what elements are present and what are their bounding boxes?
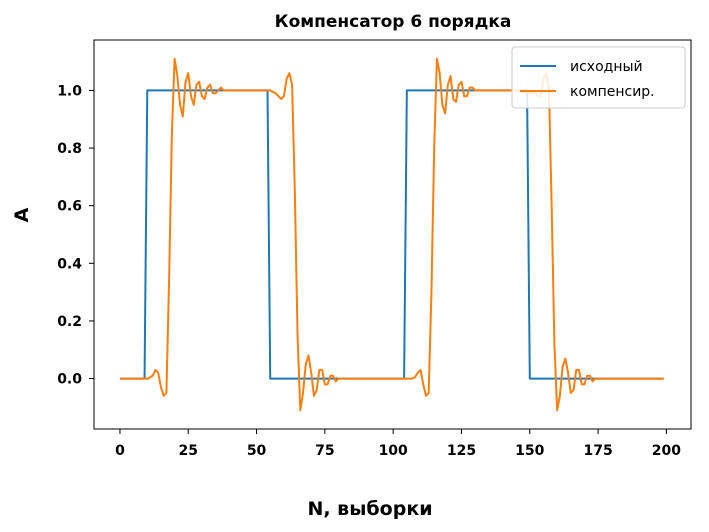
legend: исходный компенсир.: [511, 46, 686, 109]
x-tick-label: 100: [379, 443, 408, 459]
series-line-1: [119, 57, 664, 412]
legend-box: [511, 46, 686, 109]
x-tick-label: 125: [447, 443, 476, 459]
x-axis-ticks: 0 25 50 75 100 125 150 175 200: [115, 429, 681, 459]
legend-label-original: исходный: [570, 59, 643, 75]
series-line-0: [119, 89, 664, 380]
x-tick-label: 75: [315, 443, 334, 459]
chart-title: Компенсатор 6 порядка: [275, 12, 512, 32]
y-tick-label: 0.6: [57, 199, 82, 215]
y-tick-label: 0.4: [57, 256, 82, 272]
y-axis-ticks: 0.0 0.2 0.4 0.6 0.8 1.0: [57, 83, 94, 388]
y-tick-label: 0.2: [57, 314, 82, 330]
series-layer: [119, 57, 664, 412]
x-tick-label: 25: [179, 443, 198, 459]
x-axis-label: N, выборки: [307, 498, 432, 520]
y-tick-label: 0.8: [57, 141, 82, 157]
x-tick-label: 0: [115, 443, 125, 459]
y-axis-label: A: [11, 207, 33, 222]
y-tick-label: 0.0: [57, 372, 82, 388]
x-tick-label: 150: [515, 443, 544, 459]
x-tick-label: 200: [652, 443, 681, 459]
y-tick-label: 1.0: [57, 83, 82, 99]
x-tick-label: 175: [583, 443, 612, 459]
x-tick-label: 50: [247, 443, 267, 459]
plot-frame: [93, 39, 692, 430]
legend-label-compensated: компенсир.: [570, 84, 655, 100]
